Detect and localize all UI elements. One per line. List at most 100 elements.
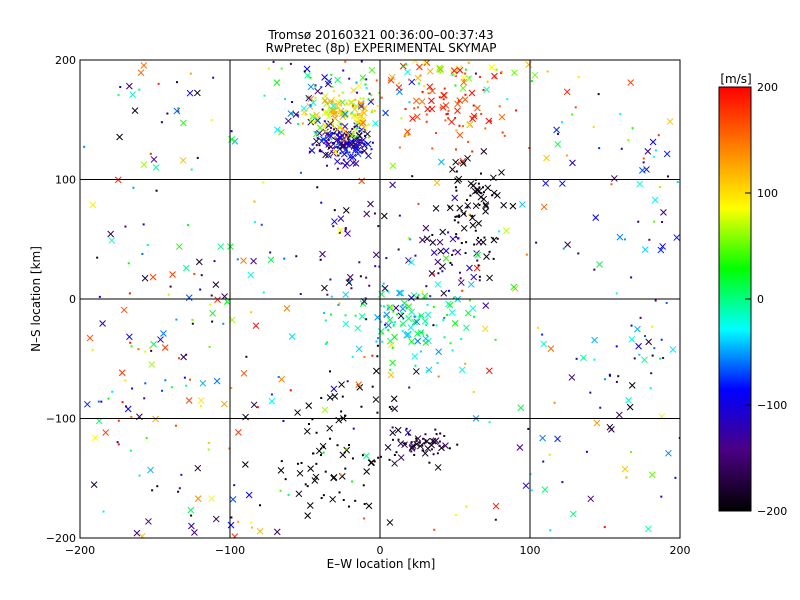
data-point-dot — [458, 214, 461, 217]
data-point-dot — [190, 514, 193, 517]
data-point-dot — [458, 271, 461, 274]
data-point-cross — [483, 253, 490, 261]
data-point-cross — [422, 224, 430, 232]
data-point-cross — [464, 202, 472, 209]
data-point-cross — [469, 221, 477, 229]
data-point-cross — [342, 291, 350, 298]
data-point-dot — [370, 94, 373, 97]
data-point-dot — [304, 113, 307, 116]
data-point-dot — [390, 407, 393, 410]
data-point-dot — [451, 253, 454, 256]
data-point-dot — [309, 105, 312, 108]
data-point-dot — [339, 474, 342, 477]
data-point-dot — [339, 123, 342, 126]
data-point-cross — [663, 150, 671, 158]
data-point-cross — [641, 246, 649, 253]
data-point-cross — [397, 312, 405, 320]
data-point-dot — [191, 322, 194, 325]
data-point-dot — [376, 411, 379, 414]
data-point-dot — [210, 119, 213, 122]
data-point-cross — [411, 318, 419, 326]
data-point-dot — [437, 375, 440, 378]
data-point-cross — [99, 320, 106, 327]
data-point-cross — [267, 256, 275, 264]
data-point-cross — [465, 75, 473, 82]
data-point-cross — [396, 289, 403, 297]
data-point-dot — [320, 86, 323, 89]
data-point-dot — [403, 135, 406, 138]
data-point-dot — [334, 144, 337, 147]
data-point-dot — [387, 329, 390, 332]
data-point-dot — [396, 313, 399, 316]
data-point-dot — [430, 448, 433, 451]
data-point-cross — [441, 91, 448, 99]
data-point-dot — [654, 299, 657, 302]
data-point-dot — [360, 116, 363, 119]
data-point-dot — [439, 106, 442, 109]
data-point-dot — [177, 490, 180, 493]
data-point-dot — [283, 98, 286, 101]
data-point-dot — [419, 350, 422, 353]
data-point-dot — [351, 480, 354, 483]
data-point-cross — [625, 396, 632, 404]
data-point-dot — [355, 81, 358, 84]
data-point-dot — [620, 147, 623, 150]
data-point-dot — [378, 91, 381, 94]
data-point-dot — [678, 436, 680, 439]
data-point-dot — [375, 79, 378, 82]
data-point-cross — [517, 404, 525, 412]
data-point-dot — [446, 112, 449, 115]
data-point-dot — [500, 70, 503, 73]
data-point-dot — [391, 426, 394, 429]
data-point-dot — [189, 72, 192, 75]
data-point-dot — [315, 144, 318, 147]
data-point-dot — [482, 191, 485, 194]
data-point-cross — [413, 113, 421, 121]
data-point-dot — [453, 219, 456, 222]
data-point-dot — [307, 423, 310, 426]
data-point-cross — [397, 440, 405, 447]
data-point-cross — [313, 137, 320, 145]
data-point-dot — [306, 96, 309, 99]
data-point-cross — [160, 330, 167, 337]
data-point-dot — [342, 158, 345, 161]
data-point-dot — [347, 137, 350, 140]
data-point-dot — [451, 349, 454, 352]
data-point-cross — [491, 72, 498, 80]
data-point-dot — [319, 454, 322, 457]
data-point-dot — [617, 375, 620, 378]
data-point-cross — [149, 273, 157, 281]
data-point-dot — [425, 324, 428, 327]
data-point-cross — [414, 74, 422, 82]
data-point-dot — [279, 489, 282, 492]
data-point-cross — [634, 325, 641, 333]
data-point-dot — [468, 213, 471, 216]
data-point-dot — [143, 397, 146, 400]
data-point-cross — [303, 427, 311, 435]
data-point-dot — [376, 104, 379, 107]
data-point-dot — [289, 62, 292, 65]
data-point-cross — [300, 105, 308, 112]
data-point-dot — [405, 427, 408, 430]
data-point-dot — [348, 444, 351, 447]
data-point-dot — [199, 405, 202, 408]
data-point-cross — [395, 84, 403, 91]
data-point-cross — [252, 322, 260, 330]
data-point-cross — [334, 158, 341, 165]
data-point-dot — [96, 256, 99, 259]
data-point-dot — [345, 148, 348, 151]
data-point-cross — [434, 281, 442, 288]
data-point-dot — [402, 318, 405, 321]
data-point-dot — [304, 483, 307, 486]
data-point-dot — [359, 139, 362, 142]
data-point-cross — [452, 158, 460, 166]
data-point-cross — [450, 67, 458, 74]
data-point-dot — [479, 75, 482, 78]
data-point-dot — [421, 331, 424, 334]
data-point-dot — [359, 275, 362, 278]
data-point-cross — [283, 304, 291, 312]
data-point-dot — [674, 476, 677, 479]
data-point-cross — [138, 533, 146, 538]
data-point-dot — [314, 84, 317, 87]
data-point-dot — [447, 231, 450, 234]
